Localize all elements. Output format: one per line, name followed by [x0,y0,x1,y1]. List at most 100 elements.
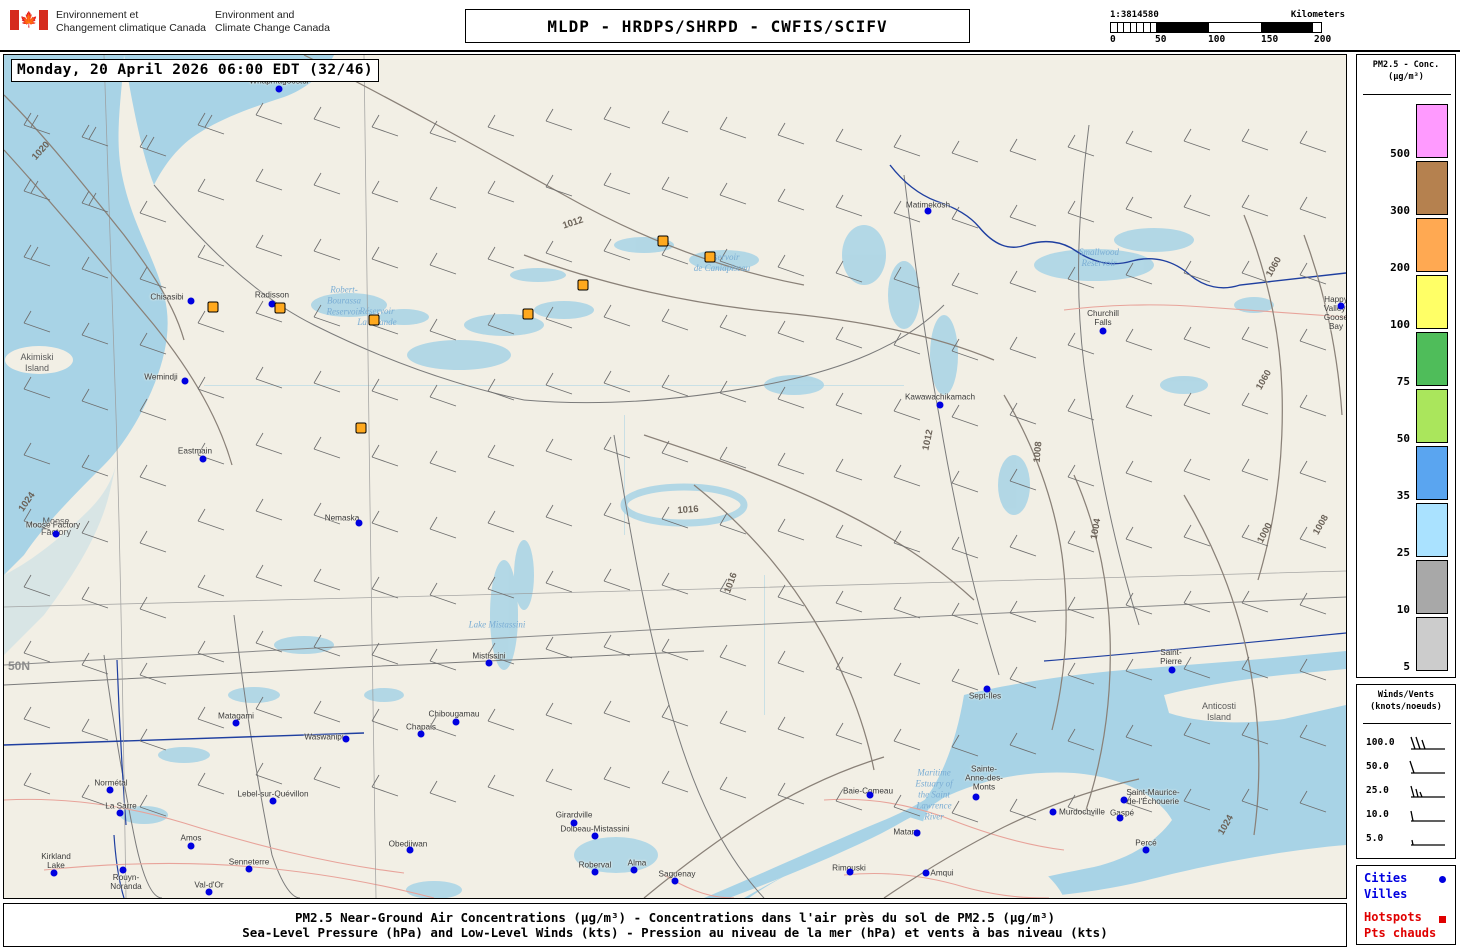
city-marker[interactable] [187,842,195,850]
map-viewport[interactable]: Monday, 20 April 2026 06:00 EDT (32/46) … [3,54,1347,899]
city-label: Chapais [405,722,437,732]
city-marker[interactable] [275,85,283,93]
scale-tick-100: 100 [1208,34,1226,45]
hotspot-marker[interactable] [657,235,669,247]
city-marker[interactable] [106,786,114,794]
city-label: Sept-Îles [968,691,1002,701]
city-marker[interactable] [913,829,921,837]
conc-swatch-75 [1416,332,1448,386]
hotspot-marker[interactable] [704,251,716,263]
key-hotspots-en: Hotspots [1364,910,1422,924]
city-label: Rimouski [832,864,866,873]
hotspot-marker[interactable] [577,279,589,291]
city-marker[interactable] [269,797,277,805]
legend-divider [1363,94,1451,95]
city-label: Chibougamau [428,709,480,719]
concentration-legend-panel: PM2.5 - Conc. (µg/m³) 500 300 200 100 75 50 35… [1356,54,1456,678]
city-marker[interactable] [199,455,207,463]
wind-legend-row-5.0: 5.0 [1357,829,1455,851]
region-label: Akimiski Island [20,352,54,373]
conc-value-5: 5 [1403,660,1410,673]
map-graphics [4,55,1346,898]
wind-legend-row-10.0: 10.0 [1357,805,1455,827]
conc-band-200: 200 [1357,217,1455,274]
city-label: Senneterre [228,857,270,867]
city-marker[interactable] [1168,666,1176,674]
city-marker[interactable] [116,809,124,817]
city-marker[interactable] [1120,796,1128,804]
city-marker[interactable] [1099,327,1107,335]
city-marker[interactable] [1049,808,1057,816]
header-divider [0,50,1460,52]
conc-swatch-10 [1416,560,1448,614]
concentration-color-scale: 500 300 200 100 75 50 35 25 10 5 [1357,103,1455,673]
city-marker[interactable] [50,869,58,877]
city-label: Lebel-sur-Quévillon [237,789,309,799]
city-label: Baie-Comeau [843,787,893,796]
conc-band-500: 500 [1357,103,1455,160]
conc-band-25: 25 [1357,502,1455,559]
city-marker[interactable] [342,735,350,743]
conc-band-5: 5 [1357,616,1455,673]
hotspot-marker[interactable] [355,422,367,434]
city-marker[interactable] [205,888,213,896]
conc-value-25: 25 [1396,546,1410,559]
wind-value-10.0: 10.0 [1366,809,1389,820]
hotspot-marker[interactable] [368,314,380,326]
hotspot-marker[interactable] [207,301,219,313]
footer-caption: PM2.5 Near-Ground Air Concentrations (µg… [3,903,1347,947]
scale-ratio-label: 1:3814580 [1110,10,1159,20]
isobar-label: 1008 [1031,440,1045,464]
conc-band-50: 50 [1357,388,1455,445]
city-label: Kirkland Lake [41,852,71,870]
key-hotspots-fr: Pts chauds [1364,926,1437,940]
conc-value-35: 35 [1396,489,1410,502]
hotspot-marker[interactable] [274,302,286,314]
water-body-label: Réservoir La Grande [357,306,397,327]
city-marker[interactable] [630,866,638,874]
city-marker[interactable] [355,519,363,527]
city-marker[interactable] [866,791,874,799]
map-key-panel: Cities Villes Hotspots Pts chauds [1356,865,1456,945]
city-label: Rouyn- Noranda [110,873,142,891]
conc-value-100: 100 [1390,318,1410,331]
city-label: Matane [893,827,921,837]
city-marker[interactable] [485,659,493,667]
city-marker[interactable] [245,865,253,873]
city-marker[interactable] [406,846,414,854]
city-marker[interactable] [936,401,944,409]
hotspot-marker[interactable] [522,308,534,320]
concentration-legend-title: PM2.5 - Conc. (µg/m³) [1372,60,1440,82]
conc-swatch-50 [1416,389,1448,443]
city-marker[interactable] [846,868,854,876]
city-marker[interactable] [922,869,930,877]
city-marker[interactable] [417,730,425,738]
city-marker[interactable] [232,719,240,727]
city-label: Obedjiwan [388,839,428,849]
city-marker[interactable] [1116,814,1124,822]
city-label: Sainte- Anne-des- Monts [965,764,1003,792]
city-marker[interactable] [1142,846,1150,854]
city-marker[interactable] [52,530,60,538]
city-marker[interactable] [591,832,599,840]
city-marker[interactable] [671,877,679,885]
city-label: Matimekosh [905,200,951,210]
city-marker[interactable] [1337,302,1345,310]
scale-bar: 1:3814580 Kilometers 0 50 100 150 [1110,10,1345,46]
conc-band-10: 10 [1357,559,1455,616]
page-header: 🍁 Environnement et Changement climatique… [0,0,1460,52]
city-marker[interactable] [570,819,578,827]
scale-tick-labels: 0 50 100 150 200 [1110,34,1340,46]
wind-legend-title: Winds/Vents (knots/noeuds) [1370,690,1442,712]
city-marker[interactable] [924,207,932,215]
city-marker[interactable] [972,793,980,801]
city-marker[interactable] [187,297,195,305]
city-marker[interactable] [181,377,189,385]
city-marker[interactable] [983,685,991,693]
water-body-label: Robert- Bourassa Reservoir [326,284,362,317]
city-marker[interactable] [591,868,599,876]
city-marker[interactable] [268,300,276,308]
city-marker[interactable] [119,866,127,874]
city-marker[interactable] [452,718,460,726]
